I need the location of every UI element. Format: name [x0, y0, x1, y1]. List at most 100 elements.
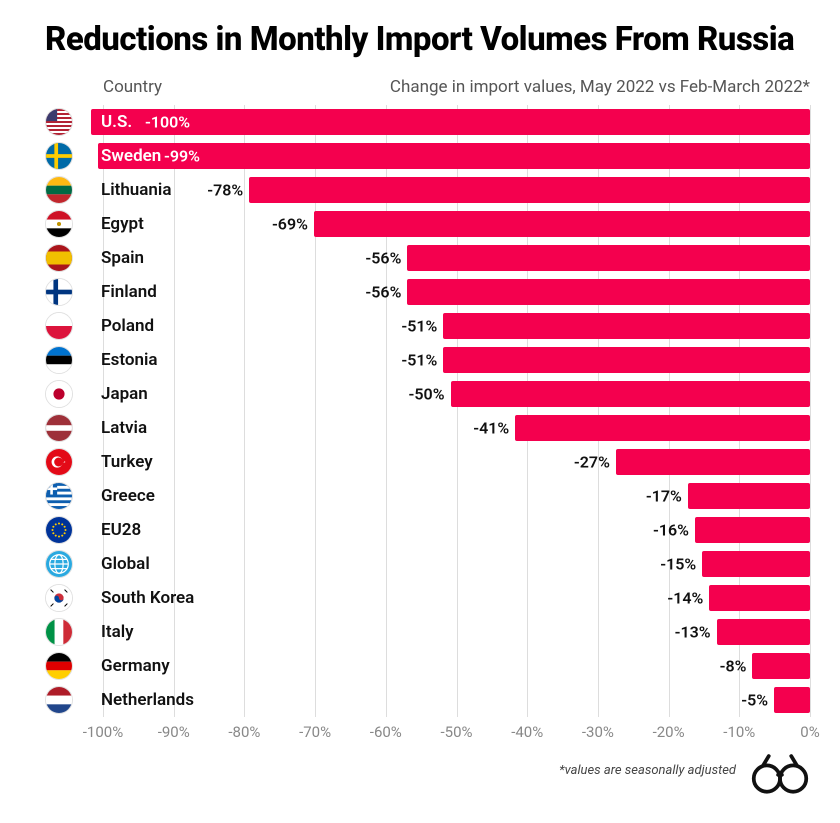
- country-label: South Korea: [101, 588, 194, 608]
- bar: [695, 517, 810, 543]
- bar-row: Estonia -51%: [45, 343, 810, 377]
- value-label: -15%: [660, 555, 696, 574]
- bar: [98, 143, 810, 169]
- bar: [717, 619, 810, 645]
- binoculars-icon: [750, 747, 810, 801]
- bar-zone: Finland -56%: [91, 279, 810, 305]
- value-label: -14%: [667, 589, 703, 608]
- bar-row: Latvia -41%: [45, 411, 810, 445]
- bar-row: Egypt -69%: [45, 207, 810, 241]
- flag-icon: [45, 278, 73, 306]
- bar-zone: Egypt -69%: [91, 211, 810, 237]
- x-tick-label: -10%: [723, 723, 755, 741]
- x-tick-label: 0%: [800, 723, 819, 741]
- column-headers: Country Change in import values, May 202…: [45, 77, 810, 97]
- bar-zone: Latvia -41%: [91, 415, 810, 441]
- bar-zone: Turkey-27%: [91, 449, 810, 475]
- x-tick-label: -80%: [228, 723, 260, 741]
- bar-row: Japan-50%: [45, 377, 810, 411]
- flag-icon: [45, 618, 73, 646]
- value-label: -99%: [164, 147, 200, 166]
- country-label: Latvia: [101, 418, 147, 438]
- country-label: Finland: [101, 282, 157, 302]
- x-tick-label: -20%: [653, 723, 685, 741]
- value-label: -56%: [365, 283, 401, 302]
- header-country: Country: [103, 77, 162, 97]
- flag-icon: [45, 652, 73, 680]
- bar: [443, 313, 810, 339]
- bar: [451, 381, 811, 407]
- value-label: -69%: [272, 215, 308, 234]
- bar: [752, 653, 810, 679]
- bar: [702, 551, 810, 577]
- x-tick-label: -70%: [299, 723, 331, 741]
- value-label: -78%: [207, 181, 243, 200]
- chart-area: U.S.-100% Sweden-99% Lithuania -78% Egypt -69…: [45, 105, 810, 717]
- flag-icon: [45, 176, 73, 204]
- country-label: Estonia: [101, 350, 158, 370]
- country-label: Global: [101, 554, 150, 574]
- bar-zone: U.S.-100%: [91, 109, 810, 135]
- bar-row: Spain-56%: [45, 241, 810, 275]
- flag-icon: [45, 414, 73, 442]
- x-tick-label: -30%: [582, 723, 614, 741]
- x-tick-label: -50%: [441, 723, 473, 741]
- value-label: -16%: [653, 521, 689, 540]
- value-label: -100%: [145, 113, 190, 132]
- flag-icon: [45, 516, 73, 544]
- bar-zone: Poland -51%: [91, 313, 810, 339]
- value-label: -41%: [473, 419, 509, 438]
- bar-zone: Estonia -51%: [91, 347, 810, 373]
- country-label: Italy: [101, 622, 134, 642]
- country-label: Egypt: [101, 214, 144, 234]
- bar-zone: Sweden-99%: [91, 143, 810, 169]
- value-label: -17%: [646, 487, 682, 506]
- country-label: Lithuania: [101, 180, 171, 200]
- chart-title: Reductions in Monthly Import Volumes Fro…: [45, 20, 810, 59]
- x-tick-label: -90%: [158, 723, 190, 741]
- flag-icon: [45, 448, 73, 476]
- bar-zone: Lithuania -78%: [91, 177, 810, 203]
- bar: [443, 347, 810, 373]
- value-label: -51%: [401, 351, 437, 370]
- country-label: Germany: [101, 656, 170, 676]
- value-label: -51%: [401, 317, 437, 336]
- country-label: Poland: [101, 316, 154, 336]
- x-tick-label: -40%: [511, 723, 543, 741]
- flag-icon: [45, 686, 73, 714]
- bar-row: Lithuania -78%: [45, 173, 810, 207]
- value-label: -13%: [675, 623, 711, 642]
- country-label: Turkey: [101, 452, 153, 472]
- bar-zone: South Korea -14%: [91, 585, 810, 611]
- bar-row: Global -15%: [45, 547, 810, 581]
- flag-icon: [45, 482, 73, 510]
- bar-zone: Germany-8%: [91, 653, 810, 679]
- header-change: Change in import values, May 2022 vs Feb…: [390, 77, 810, 97]
- bar: [91, 109, 810, 135]
- flag-icon: [45, 142, 73, 170]
- bar-row: Netherlands -5%: [45, 683, 810, 717]
- bar: [407, 245, 810, 271]
- bar-row: U.S.-100%: [45, 105, 810, 139]
- country-label: Netherlands: [101, 690, 194, 710]
- flag-icon: [45, 244, 73, 272]
- country-label: EU28: [101, 520, 141, 540]
- country-label: Japan: [101, 384, 148, 404]
- gridline: [810, 105, 811, 717]
- bar: [774, 687, 810, 713]
- bar: [407, 279, 810, 305]
- bar-row: Turkey-27%: [45, 445, 810, 479]
- bar: [616, 449, 810, 475]
- bar-zone: Japan-50%: [91, 381, 810, 407]
- bar-row: Poland -51%: [45, 309, 810, 343]
- bar-zone: Global -15%: [91, 551, 810, 577]
- flag-icon: [45, 108, 73, 136]
- flag-icon: [45, 380, 73, 408]
- bar-row: South Korea -14%: [45, 581, 810, 615]
- country-label: Sweden: [101, 146, 161, 166]
- bar-row: EU28 -16%: [45, 513, 810, 547]
- value-label: -5%: [741, 691, 768, 710]
- bar-row: Greece-17%: [45, 479, 810, 513]
- bar: [515, 415, 810, 441]
- flag-icon: [45, 210, 73, 238]
